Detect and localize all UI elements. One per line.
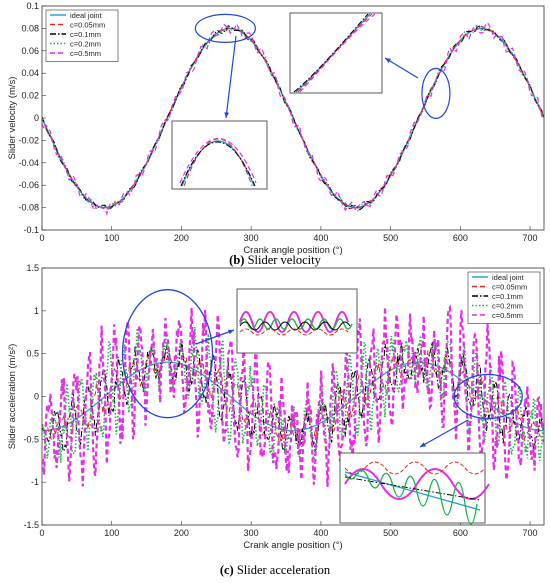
zoom-arrow: [384, 57, 419, 79]
legend-label: ideal joint: [492, 273, 525, 282]
x-tick-label: 500: [383, 528, 398, 538]
x-tick-label: 0: [39, 233, 44, 243]
x-axis-label: Crank angle position (°): [243, 245, 342, 256]
y-tick-label: 0.02: [21, 91, 39, 101]
legend-label: c=0.1mm: [70, 30, 101, 39]
acceleration-chart: 0 100 200 300 400 500 600 700 -1.5 -1 -0.5 0 0.5 1 1.5…: [7, 263, 545, 551]
acceleration-caption: (c) Slider acceleration: [219, 563, 331, 577]
x-tick-label: 700: [523, 528, 538, 538]
x-tick-label: 0: [39, 528, 44, 538]
zoom-arrow: [225, 35, 237, 119]
y-tick-label: 0.06: [21, 46, 39, 56]
zoom-arrowhead: [228, 329, 234, 335]
inset-curve: [344, 461, 486, 475]
velocity-chart: 0 100 200 300 400 500 600 700 -0.1 -0.08 -0.06 -0.0…: [7, 1, 545, 256]
y-tick-label: -0.5: [23, 434, 39, 444]
y-tick-label: 0: [34, 113, 39, 123]
legend-label: c=0.05mm: [70, 21, 105, 30]
y-tick-label: -0.1: [23, 225, 39, 235]
x-tick-label: 200: [174, 233, 189, 243]
legend-label: c=0.05mm: [492, 283, 527, 292]
velocity-caption: (b) Slider velocity: [229, 253, 321, 267]
y-tick-label: 0.04: [21, 68, 39, 78]
y-tick-label: 0.08: [21, 23, 39, 33]
x-tick-label: 400: [313, 528, 328, 538]
series-line: [42, 340, 544, 453]
zoom-inset: [289, 12, 383, 94]
zoom-arrow: [419, 419, 469, 448]
x-tick-label: 300: [244, 233, 259, 243]
legend-label: c=0.2mm: [70, 40, 101, 49]
legend-label: c=0.5mm: [492, 311, 523, 320]
inset-curve: [297, 13, 373, 93]
y-axis-label: Slider acceleration (m/s²): [7, 344, 18, 450]
inset-curve: [239, 328, 349, 336]
zoom-inset: [339, 452, 486, 524]
x-tick-label: 600: [453, 528, 468, 538]
inset-curve: [179, 138, 257, 184]
zoom-ellipse: [121, 289, 214, 419]
x-tick-label: 100: [104, 233, 119, 243]
y-tick-label: 1: [34, 306, 39, 316]
legend-label: ideal joint: [70, 11, 103, 20]
y-tick-label: -0.04: [18, 158, 39, 168]
series-group: [42, 21, 544, 216]
legend-label: c=0.5mm: [70, 49, 101, 58]
y-axis-label: Slider velocity (m/s): [7, 77, 18, 160]
x-tick-label: 100: [104, 528, 119, 538]
x-axis-label: Crank angle position (°): [243, 540, 342, 551]
inset-curve: [183, 138, 253, 187]
y-tick-label: 0.1: [26, 1, 39, 11]
y-tick-label: -0.08: [18, 203, 39, 213]
inset-curve: [239, 321, 351, 331]
series-line: [42, 21, 544, 216]
zoom-inset: [236, 288, 358, 354]
x-tick-label: 300: [244, 528, 259, 538]
x-tick-label: 500: [383, 233, 398, 243]
inset-curve: [181, 140, 255, 187]
zoom-ellipse: [453, 373, 523, 420]
y-tick-label: 1.5: [26, 263, 39, 273]
zoom-arrowhead: [224, 112, 229, 118]
zoom-arrowhead: [385, 58, 391, 63]
x-tick-label: 400: [313, 233, 328, 243]
y-tick-label: -0.06: [18, 180, 39, 190]
zoom-inset: [171, 120, 268, 190]
x-tick-label: 600: [453, 233, 468, 243]
series-line: [42, 25, 544, 210]
legend-label: c=0.2mm: [492, 302, 523, 311]
zoom-arrow: [195, 329, 235, 345]
y-tick-label: -1.5: [23, 520, 39, 530]
y-tick-label: -0.02: [18, 135, 39, 145]
inset-curve: [239, 318, 353, 330]
zoom-ellipse: [421, 67, 451, 119]
series-line: [42, 25, 544, 211]
x-tick-label: 200: [174, 528, 189, 538]
inset-curve: [180, 141, 256, 187]
zoom-ellipse: [194, 13, 256, 43]
inset-curve: [293, 13, 369, 93]
legend-label: c=0.1mm: [492, 292, 523, 301]
zoom-arrowhead: [420, 442, 426, 447]
y-tick-label: 0: [34, 392, 39, 402]
y-tick-label: -1: [31, 477, 39, 487]
y-tick-label: 0.5: [26, 349, 39, 359]
x-tick-label: 700: [523, 233, 538, 243]
inset-curve: [299, 13, 376, 93]
inset-curve: [344, 469, 478, 525]
inset-curve: [239, 311, 349, 333]
